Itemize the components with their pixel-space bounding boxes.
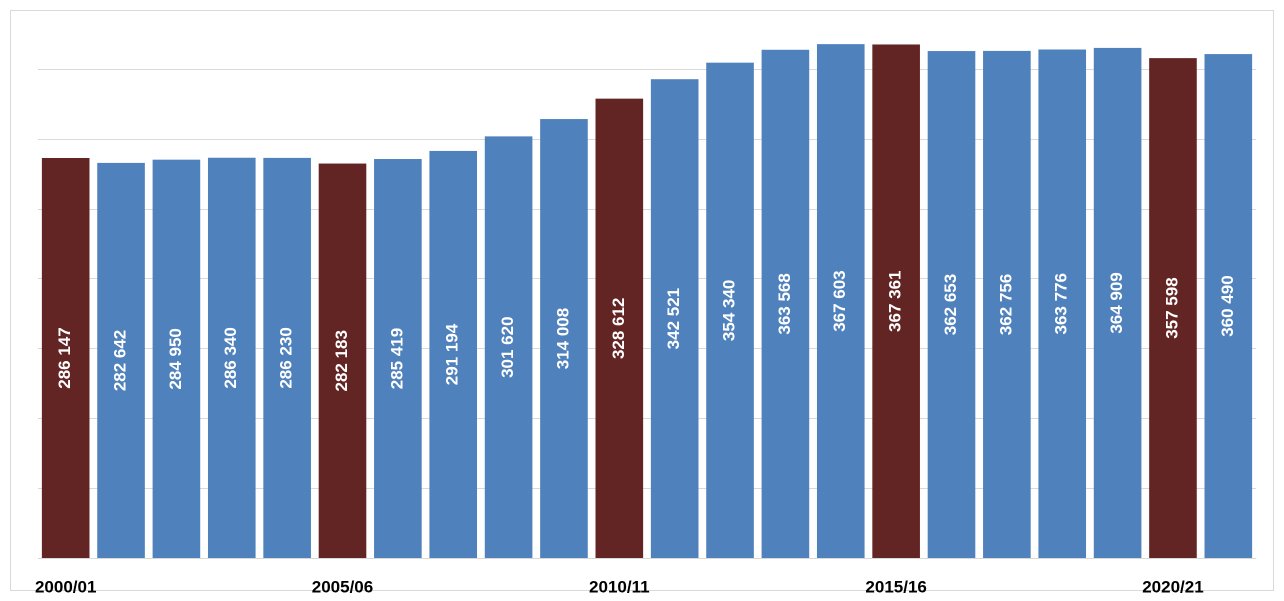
bar [152, 159, 201, 558]
data-label: 285 419 [387, 328, 406, 389]
bar [374, 159, 422, 559]
bar [1149, 58, 1197, 559]
bar [263, 157, 311, 559]
bar [484, 136, 533, 558]
data-label: 291 194 [443, 323, 462, 385]
bar [927, 51, 976, 559]
data-label: 286 147 [55, 327, 74, 388]
data-label: 357 598 [1162, 277, 1181, 338]
bar [1204, 54, 1253, 559]
bar [41, 158, 90, 559]
x-tick-label: 2015/16 [865, 577, 926, 596]
bar [1038, 49, 1087, 558]
bar [429, 150, 478, 558]
data-label: 362 756 [996, 274, 1015, 335]
bar [983, 50, 1031, 559]
bar [761, 49, 810, 559]
data-label: 328 612 [609, 298, 628, 359]
bar [97, 162, 145, 558]
data-label: 367 361 [886, 271, 905, 332]
data-label: 282 183 [332, 330, 351, 391]
chart-border [10, 10, 1274, 591]
data-label: 363 568 [775, 273, 794, 334]
data-label: 314 008 [553, 308, 572, 369]
data-label: 363 776 [1052, 273, 1071, 334]
data-label: 360 490 [1218, 275, 1237, 336]
data-label: 342 521 [664, 288, 683, 349]
bar [706, 62, 754, 558]
bar [872, 44, 920, 559]
data-label: 354 340 [720, 280, 739, 341]
data-label: 282 642 [111, 330, 130, 391]
data-label: 286 230 [277, 327, 296, 388]
data-label: 284 950 [166, 328, 185, 389]
bar [816, 44, 865, 559]
bar [1093, 47, 1142, 558]
bar [318, 163, 367, 559]
data-label: 364 909 [1107, 272, 1126, 333]
bar [650, 79, 699, 559]
x-tick-label: 2000/01 [35, 577, 96, 596]
x-tick-label: 2020/21 [1142, 577, 1203, 596]
data-label: 286 340 [221, 327, 240, 388]
bar [595, 98, 644, 559]
data-label: 301 620 [498, 316, 517, 377]
data-label: 362 653 [941, 274, 960, 335]
x-tick-label: 2010/11 [589, 577, 650, 596]
data-label: 367 603 [830, 270, 849, 331]
x-tick-label: 2005/06 [312, 577, 373, 596]
bar [207, 157, 256, 558]
bar [540, 119, 588, 558]
